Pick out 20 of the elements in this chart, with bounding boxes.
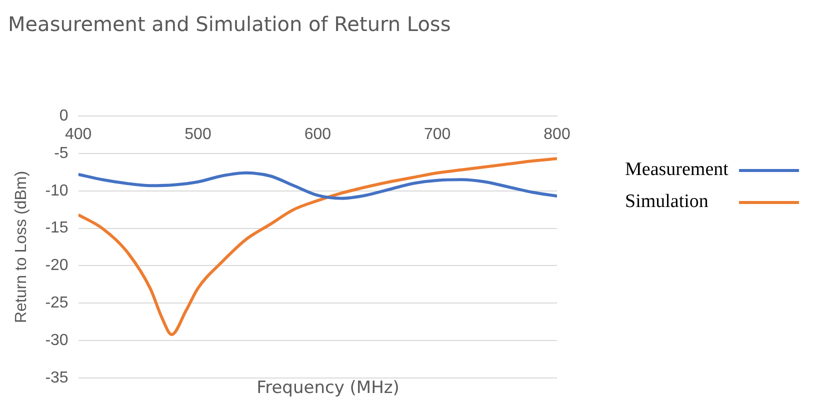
x-tick-label: 400 bbox=[64, 126, 92, 144]
y-axis-title: Return to Loss (dBm) bbox=[13, 170, 30, 324]
legend-label: Measurement bbox=[625, 159, 730, 181]
chart-title: Measurement and Simulation of Return Loss bbox=[8, 12, 451, 36]
y-tick-label: 0 bbox=[59, 107, 68, 124]
line-series bbox=[78, 171, 557, 200]
y-tick-label: -35 bbox=[45, 369, 68, 386]
y-tick-label: -10 bbox=[45, 182, 68, 200]
legend-label: Simulation bbox=[625, 191, 710, 213]
y-tick-label: -25 bbox=[45, 294, 68, 312]
y-tick-label: -15 bbox=[45, 220, 68, 237]
x-tick-label: 700 bbox=[424, 126, 451, 144]
line-series bbox=[78, 157, 557, 336]
y-tick-label: -5 bbox=[54, 144, 68, 162]
x-axis-title: Frequency (MHz) bbox=[256, 378, 400, 398]
x-tick-label: 500 bbox=[184, 126, 212, 144]
y-tick-label: -30 bbox=[45, 332, 68, 349]
x-tick-label: 800 bbox=[544, 126, 570, 144]
y-tick-label: -20 bbox=[45, 257, 68, 274]
x-tick-label: 600 bbox=[304, 126, 332, 144]
